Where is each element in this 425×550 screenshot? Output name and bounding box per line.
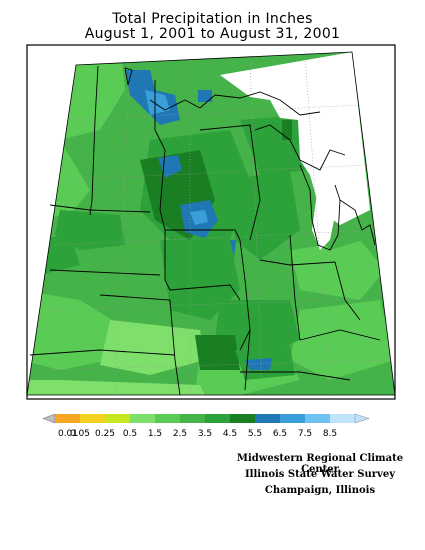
legend-label: 0.5	[123, 429, 137, 439]
graticule-line	[249, 57, 263, 396]
upper-peninsula-shore	[254, 124, 346, 171]
region-wisconsin-green	[230, 170, 300, 260]
lake-michigan-shore	[299, 164, 341, 251]
legend-label: 3.5	[198, 429, 212, 439]
state-line	[169, 284, 241, 301]
legend-swatch	[55, 414, 80, 423]
legend-swatch	[305, 414, 330, 423]
region-dakota-green	[55, 210, 125, 250]
state-line	[289, 234, 301, 341]
map-frame	[26, 44, 396, 400]
state-line	[49, 269, 161, 276]
region-upper-peninsula-green	[240, 115, 310, 175]
lake-superior-nodata	[220, 52, 370, 225]
legend-swatch	[230, 414, 255, 423]
legend-swatch	[330, 414, 355, 423]
legend-arrow-high	[354, 413, 370, 424]
legend-swatch	[280, 414, 305, 423]
legend-label: 4.5	[223, 429, 237, 439]
state-line	[165, 229, 241, 241]
credit-location: Champaign, Illinois	[264, 485, 376, 496]
border-notch	[124, 67, 133, 86]
state-boundaries	[29, 65, 381, 396]
legend-swatch	[205, 414, 230, 423]
region-southeast-light	[290, 300, 395, 380]
state-line	[240, 371, 351, 381]
lake-shorelines	[124, 67, 376, 251]
region-missouri-dark	[195, 335, 240, 370]
region-south-blue	[245, 358, 272, 370]
legend-swatch	[130, 414, 155, 423]
state-line	[239, 239, 251, 351]
state-line	[49, 204, 151, 213]
legend-swatch	[155, 414, 180, 423]
region-south-pale	[100, 320, 205, 375]
state-line	[259, 259, 336, 266]
state-line	[154, 80, 171, 291]
legend-label: 1.5	[148, 429, 162, 439]
state-line	[29, 349, 176, 356]
region-up-dark	[282, 120, 292, 140]
state-line	[244, 329, 251, 391]
precipitation-fill	[27, 52, 395, 395]
lake-superior-shore	[149, 91, 321, 116]
map-title: Total Precipitation in Inches	[112, 11, 313, 27]
legend-label: 5.5	[248, 429, 262, 439]
legend-label: 0.25	[95, 429, 115, 439]
legend-label: 0.01	[58, 429, 78, 439]
graticule-line	[69, 104, 361, 121]
legend-labels: 0.010.05 0.25 0.5 1.5 2.5 3.5 4.5 5.5 6.5 7.5 8.5	[58, 429, 337, 439]
legend-label: 0.05	[70, 429, 90, 439]
legend-swatch	[105, 414, 130, 423]
state-line	[299, 329, 381, 341]
state-line	[199, 124, 261, 241]
legend-color-bar	[42, 413, 370, 424]
region-north-blue-2	[198, 90, 212, 102]
state-line	[334, 261, 361, 321]
legend-label: 6.5	[273, 429, 287, 439]
state-line	[99, 294, 181, 396]
lake-michigan-nodata	[312, 180, 338, 250]
lake-huron-shore	[339, 199, 376, 246]
legend-arrow-low	[42, 413, 56, 424]
legend-swatch	[180, 414, 205, 423]
credit-survey: Illinois State Water Survey	[244, 469, 396, 480]
graticule-line	[34, 359, 393, 371]
legend-label: 7.5	[298, 429, 312, 439]
legend-swatch	[255, 414, 280, 423]
region-central-light-blue	[190, 210, 208, 225]
legend-label: 2.5	[173, 429, 187, 439]
legend-label: 8.5	[323, 429, 337, 439]
state-line	[89, 65, 99, 216]
region-iowa-blue-line	[230, 240, 236, 258]
credit-center: Midwestern Regional Climate Center	[236, 453, 404, 475]
graticule-line	[61, 164, 369, 181]
map-projection-outline	[26, 51, 396, 396]
map-subtitle-date-range: August 1, 2001 to August 31, 2001	[84, 26, 341, 42]
legend-swatch	[80, 414, 105, 423]
